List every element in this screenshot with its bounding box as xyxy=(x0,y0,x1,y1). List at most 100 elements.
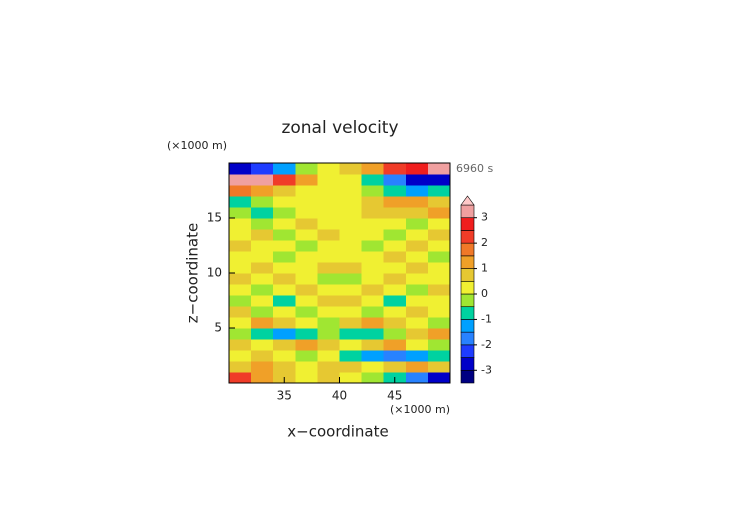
cell xyxy=(317,196,340,208)
cell xyxy=(405,163,429,175)
colorbar-label: 2 xyxy=(481,236,488,249)
cell xyxy=(229,295,252,307)
y-unit: (×1000 m) xyxy=(167,139,227,152)
cell xyxy=(361,328,385,340)
colorbar-label: -2 xyxy=(481,338,492,351)
cell xyxy=(251,350,274,362)
cell xyxy=(251,229,274,241)
cell xyxy=(405,306,429,318)
cell xyxy=(405,372,429,384)
cell xyxy=(273,273,296,285)
cell xyxy=(295,350,318,362)
cell xyxy=(405,262,429,274)
cell xyxy=(317,295,340,307)
cell xyxy=(295,339,318,351)
cell xyxy=(273,350,296,362)
cell xyxy=(295,361,318,373)
cell xyxy=(251,185,274,197)
cell xyxy=(295,207,318,219)
cell xyxy=(229,306,252,318)
cell xyxy=(339,273,363,285)
cell xyxy=(383,174,407,186)
cell xyxy=(427,306,451,318)
cell xyxy=(383,350,407,362)
cell xyxy=(295,372,318,384)
cell xyxy=(251,372,274,384)
cell xyxy=(251,207,274,219)
cell xyxy=(229,185,252,197)
cell xyxy=(317,361,340,373)
cell xyxy=(273,339,296,351)
cell xyxy=(383,229,407,241)
y-tick-label: 5 xyxy=(214,321,222,335)
cell xyxy=(229,163,252,175)
cell xyxy=(317,262,340,274)
cell xyxy=(405,218,429,230)
cell xyxy=(295,229,318,241)
cell xyxy=(317,163,340,175)
colorbar-band xyxy=(460,242,475,257)
cell xyxy=(295,240,318,252)
cell xyxy=(251,328,274,340)
cell xyxy=(405,196,429,208)
cell xyxy=(273,207,296,219)
cell xyxy=(361,229,385,241)
colorbar-extend xyxy=(460,195,475,206)
colorbar-band xyxy=(460,268,475,282)
cell xyxy=(339,328,363,340)
cell xyxy=(405,207,429,219)
cell xyxy=(339,185,363,197)
cell xyxy=(273,295,296,307)
colorbar-band xyxy=(460,306,475,320)
cell xyxy=(383,185,407,197)
cell xyxy=(317,251,340,263)
cell xyxy=(427,240,451,252)
cell xyxy=(339,361,363,373)
cell xyxy=(295,185,318,197)
colorbar-band xyxy=(460,344,475,358)
cell xyxy=(317,185,340,197)
cell xyxy=(229,207,252,219)
cell xyxy=(361,262,385,274)
cell xyxy=(295,262,318,274)
cell xyxy=(405,229,429,241)
colorbar-band xyxy=(460,357,475,371)
cell xyxy=(427,372,451,384)
y-tick-label: 15 xyxy=(207,211,222,225)
colorbar-band xyxy=(460,293,475,308)
cell xyxy=(361,273,385,285)
cell xyxy=(229,339,252,351)
cell xyxy=(383,339,407,351)
cell xyxy=(229,262,252,274)
cell xyxy=(273,218,296,230)
cell xyxy=(229,251,252,263)
cell xyxy=(251,174,274,186)
cell xyxy=(361,174,385,186)
cell xyxy=(383,306,407,318)
cell xyxy=(405,361,429,373)
cell xyxy=(317,229,340,241)
chart-title: zonal velocity xyxy=(281,118,398,138)
cell xyxy=(251,295,274,307)
colorbar-label: 0 xyxy=(481,287,488,300)
cell xyxy=(427,196,451,208)
cell xyxy=(295,328,318,340)
y-axis-label: z−coordinate xyxy=(184,223,202,323)
cell xyxy=(229,218,252,230)
cell xyxy=(405,284,429,296)
cell xyxy=(251,262,274,274)
cell xyxy=(383,251,407,263)
cell xyxy=(339,306,363,318)
cell xyxy=(339,284,363,296)
cell xyxy=(361,295,385,307)
colorbar-label: 3 xyxy=(481,211,488,224)
cell xyxy=(361,284,385,296)
cell xyxy=(317,218,340,230)
cell xyxy=(295,273,318,285)
cell xyxy=(405,273,429,285)
cell xyxy=(339,174,363,186)
cell xyxy=(229,372,252,384)
cell xyxy=(361,185,385,197)
cell xyxy=(361,240,385,252)
